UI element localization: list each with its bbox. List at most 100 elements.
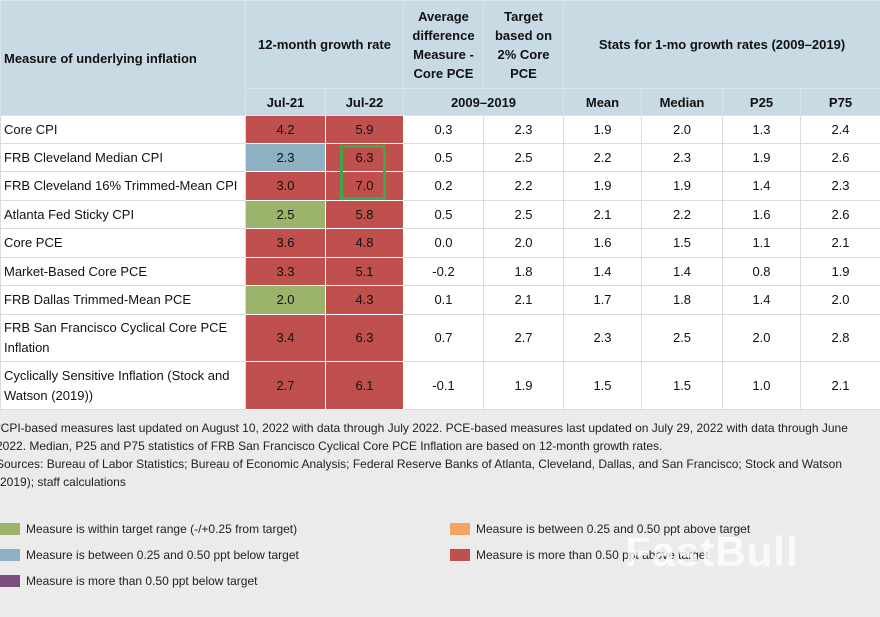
value-cell: 2.6 [800, 200, 880, 229]
value-cell: 2.7 [245, 361, 326, 410]
value-cell: 3.3 [245, 257, 326, 286]
value-cell: 1.9 [563, 115, 642, 144]
table-row: FRB Cleveland 16% Trimmed-Mean CPI 3.0 7.0… [0, 171, 880, 201]
legend-swatch [450, 549, 470, 561]
value-cell: -0.2 [403, 257, 484, 286]
value-cell: 2.1 [800, 228, 880, 258]
value-cell: 1.5 [641, 228, 723, 258]
measure-cell: Core PCE [0, 228, 246, 258]
value-cell: 2.2 [563, 143, 642, 172]
table-row: Atlanta Fed Sticky CPI 2.5 5.8 0.5 2.5 2.1 2.2… [0, 200, 880, 229]
table-row: Core PCE 3.6 4.8 0.0 2.0 1.6 1.5 1.1 2.1 [0, 228, 880, 258]
note: Sources: Bureau of Labor Statistics; Bur… [0, 457, 842, 489]
value-cell: 1.5 [563, 361, 642, 410]
highlight-box [340, 145, 386, 200]
value-cell: 0.5 [403, 143, 484, 172]
value-cell: 1.7 [563, 285, 642, 315]
table-row: FRB San Francisco Cyclical Core PCE Infl… [0, 314, 880, 362]
value-cell: 6.3 [325, 314, 404, 362]
legend-swatch [0, 523, 20, 535]
value-cell: 1.9 [483, 361, 564, 410]
header-cell: Mean [563, 88, 642, 116]
value-cell: 1.9 [641, 171, 723, 201]
measure-cell: FRB San Francisco Cyclical Core PCE Infl… [0, 314, 246, 362]
value-cell: 1.4 [641, 257, 723, 286]
measure-cell: FRB Dallas Trimmed-Mean PCE [0, 285, 246, 315]
value-cell: 2.5 [483, 143, 564, 172]
legend-label: Measure is between 0.25 and 0.50 ppt abo… [476, 522, 751, 536]
value-cell: 1.8 [483, 257, 564, 286]
value-cell: 1.4 [563, 257, 642, 286]
header-cell: 12-month growth rate [245, 0, 404, 89]
value-cell: 4.8 [325, 228, 404, 258]
legend-swatch [0, 575, 20, 587]
legend-label: Measure is more than 0.50 ppt above targ… [476, 548, 709, 562]
table-row: Cyclically Sensitive Inflation (Stock an… [0, 361, 880, 410]
value-cell: 2.2 [641, 200, 723, 229]
table-row: Core CPI 4.2 5.9 0.3 2.3 1.9 2.0 1.3 2.4 [0, 115, 880, 144]
value-cell: 2.3 [800, 171, 880, 201]
value-cell: 5.9 [325, 115, 404, 144]
value-cell: 2.0 [722, 314, 801, 362]
header-cell: Jul-22 [325, 88, 404, 116]
value-cell: 2.5 [245, 200, 326, 229]
legend-item: Measure is between 0.25 and 0.50 ppt bel… [0, 548, 299, 562]
value-cell: 0.5 [403, 200, 484, 229]
value-cell: 1.4 [722, 285, 801, 315]
value-cell: 2.0 [245, 285, 326, 315]
inflation-table: Measure of underlying inflation 12-month… [0, 0, 880, 410]
measure-cell: Cyclically Sensitive Inflation (Stock an… [0, 361, 246, 410]
value-cell: 2.3 [245, 143, 326, 172]
value-cell: 1.8 [641, 285, 723, 315]
header-cell: P25 [722, 88, 801, 116]
value-cell: 1.4 [722, 171, 801, 201]
value-cell: 0.0 [403, 228, 484, 258]
measure-cell: Atlanta Fed Sticky CPI [0, 200, 246, 229]
value-cell: 2.2 [483, 171, 564, 201]
note: *CPI-based measures last updated on Augu… [0, 421, 848, 453]
value-cell: 1.1 [722, 228, 801, 258]
value-cell: 4.3 [325, 285, 404, 315]
value-cell: 0.2 [403, 171, 484, 201]
measure-cell: Core CPI [0, 115, 246, 144]
header-cell: 2009–2019 [403, 88, 564, 116]
value-cell: 2.1 [563, 200, 642, 229]
value-cell: 2.1 [483, 285, 564, 315]
value-cell: 2.6 [800, 143, 880, 172]
value-cell: 1.9 [800, 257, 880, 286]
value-cell: 0.1 [403, 285, 484, 315]
value-cell: 2.3 [483, 115, 564, 144]
measure-cell: Market-Based Core PCE [0, 257, 246, 286]
value-cell: 2.3 [641, 143, 723, 172]
header-cell: Median [641, 88, 723, 116]
value-cell: 1.9 [722, 143, 801, 172]
value-cell: 2.1 [800, 361, 880, 410]
header-cell: Average difference Measure - Core PCE [403, 0, 484, 89]
value-cell: 5.1 [325, 257, 404, 286]
table-row: FRB Dallas Trimmed-Mean PCE 2.0 4.3 0.1 2.1 1… [0, 285, 880, 315]
legend-item: Measure is between 0.25 and 0.50 ppt abo… [450, 522, 750, 536]
value-cell: 2.3 [563, 314, 642, 362]
value-cell: 3.4 [245, 314, 326, 362]
value-cell: 2.8 [800, 314, 880, 362]
value-cell: 1.5 [641, 361, 723, 410]
value-cell: -0.1 [403, 361, 484, 410]
value-cell: 0.8 [722, 257, 801, 286]
header-cell: P75 [800, 88, 880, 116]
legend-label: Measure is within target range (-/+0.25 … [26, 522, 298, 536]
value-cell: 2.7 [483, 314, 564, 362]
value-cell: 3.0 [245, 171, 326, 201]
legend-item: Measure is more than 0.50 ppt below targ… [0, 574, 257, 588]
value-cell: 1.0 [722, 361, 801, 410]
header-cell: Target based on 2% Core PCE [483, 0, 564, 89]
value-cell: 2.4 [800, 115, 880, 144]
header-cell: Measure of underlying inflation [0, 0, 246, 116]
value-cell: 2.5 [483, 200, 564, 229]
value-cell: 2.0 [483, 228, 564, 258]
value-cell: 4.2 [245, 115, 326, 144]
watermark: FastBull [625, 528, 799, 575]
table-body: Core CPI 4.2 5.9 0.3 2.3 1.9 2.0 1.3 2.4 FRB Clev… [0, 115, 880, 410]
value-cell: 1.6 [722, 200, 801, 229]
value-cell: 0.7 [403, 314, 484, 362]
